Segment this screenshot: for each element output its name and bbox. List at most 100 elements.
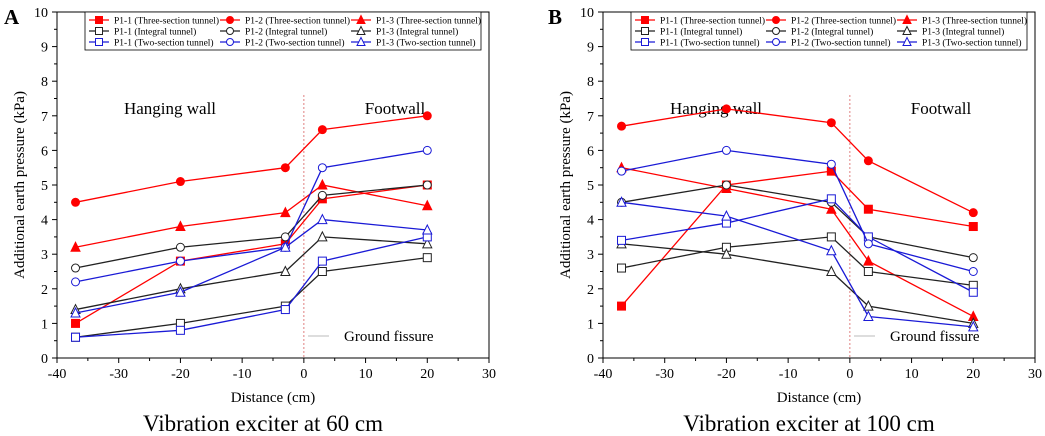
data-point xyxy=(968,267,978,276)
series-2 xyxy=(616,161,979,321)
x-tick-label: 30 xyxy=(482,367,496,382)
data-point xyxy=(175,325,185,335)
legend: P1-1 (Three-section tunnel) P1-2 (Three-s… xyxy=(84,11,482,51)
series-line xyxy=(621,184,974,259)
data-point xyxy=(617,166,627,176)
data-point xyxy=(968,287,978,297)
legend-item: P1-2 (Two-section tunnel) xyxy=(766,38,891,49)
x-tick-label: -30 xyxy=(109,367,128,382)
data-point xyxy=(71,277,81,287)
legend-item: P1-2 (Two-section tunnel) xyxy=(220,38,345,49)
panel-label: B xyxy=(548,5,562,29)
series-line xyxy=(621,167,974,318)
y-axis-label: Additional earth pressure (kPa) xyxy=(12,91,28,279)
legend-item: P1-2 (Three-section tunnel) xyxy=(766,16,896,27)
legend-label: P1-2 (Integral tunnel) xyxy=(245,27,327,38)
data-point xyxy=(721,248,732,259)
legend-item: P1-3 (Two-section tunnel) xyxy=(897,36,1022,49)
legend-item: P1-2 (Integral tunnel) xyxy=(220,27,327,38)
legend-item: P1-1 (Three-section tunnel) xyxy=(635,16,765,27)
legend-label: P1-3 (Integral tunnel) xyxy=(922,27,1004,38)
series-5 xyxy=(616,237,979,328)
legend-box xyxy=(84,11,482,51)
legend-label: P1-2 (Three-section tunnel) xyxy=(791,16,896,27)
data-point xyxy=(71,318,81,328)
data-point xyxy=(422,253,432,263)
data-point xyxy=(175,177,185,187)
data-point xyxy=(280,206,291,218)
series-8 xyxy=(616,196,979,332)
plot-frame xyxy=(602,11,1036,359)
data-point xyxy=(826,203,837,214)
legend-item: P1-3 (Integral tunnel) xyxy=(897,25,1004,38)
data-point xyxy=(317,163,327,173)
series-0 xyxy=(71,180,432,328)
y-tick-label: 2 xyxy=(41,283,48,298)
data-point xyxy=(71,197,81,207)
legend-swatch-marker xyxy=(641,16,649,24)
legend-item: P1-3 (Integral tunnel) xyxy=(351,25,458,38)
data-point xyxy=(280,241,291,252)
legend-label: P1-3 (Three-section tunnel) xyxy=(376,16,481,27)
data-point xyxy=(280,265,291,276)
series-line xyxy=(75,236,428,311)
legend-swatch-marker xyxy=(95,38,103,46)
data-point xyxy=(317,267,327,276)
footwall-label: Footwall xyxy=(911,99,972,118)
data-point xyxy=(280,232,290,242)
x-axis-label: Distance (cm) xyxy=(777,390,862,406)
series-line xyxy=(621,170,974,307)
data-point xyxy=(826,232,836,242)
data-point xyxy=(70,241,81,252)
data-point xyxy=(422,111,432,121)
x-tick-label: -20 xyxy=(171,367,190,382)
data-point xyxy=(175,256,185,266)
y-tick-label: 6 xyxy=(41,144,48,159)
data-point xyxy=(421,223,433,235)
y-tick-label: 8 xyxy=(41,75,48,90)
data-point xyxy=(826,265,837,276)
data-point xyxy=(175,242,185,252)
series-line xyxy=(621,149,974,273)
data-point xyxy=(967,320,979,332)
data-point xyxy=(968,253,978,263)
series-8 xyxy=(70,213,433,318)
y-tick-label: 1 xyxy=(41,317,48,332)
panel-A: A -40 -30 -20 -10 0 10 20 30 0 1 2 3 4 5 6 7 8 9 10 Distance… xyxy=(4,5,496,436)
hanging-wall-label: Hanging wall xyxy=(124,99,216,118)
data-point xyxy=(317,256,327,266)
y-tick-label: 2 xyxy=(587,283,594,298)
data-point xyxy=(721,104,731,114)
data-point xyxy=(863,255,874,266)
x-tick-label: 20 xyxy=(420,367,434,382)
legend-item: P1-3 (Three-section tunnel) xyxy=(897,14,1027,27)
data-point xyxy=(317,125,327,135)
x-tick-label: -10 xyxy=(233,367,252,382)
fissure-legend-label: Ground fissure xyxy=(344,329,434,345)
series-3 xyxy=(617,232,978,290)
figure-caption: Vibration exciter at 60 cm xyxy=(143,411,383,436)
data-point xyxy=(968,222,978,232)
series-6 xyxy=(71,232,432,342)
legend-swatch-marker xyxy=(902,14,912,24)
x-tick-label: 20 xyxy=(966,367,980,382)
legend: P1-1 (Three-section tunnel) P1-2 (Three-s… xyxy=(630,11,1028,51)
data-point xyxy=(317,213,328,225)
legend-swatch-marker xyxy=(641,38,649,46)
panel-label: A xyxy=(4,5,20,29)
legend-label: P1-1 (Integral tunnel) xyxy=(660,27,742,38)
series-1 xyxy=(71,111,432,207)
figure-caption: Vibration exciter at 100 cm xyxy=(683,411,935,436)
y-tick-label: 3 xyxy=(587,248,594,263)
y-tick-label: 9 xyxy=(41,41,48,56)
x-tick-label: -20 xyxy=(717,367,736,382)
data-point xyxy=(175,286,186,297)
data-point xyxy=(721,210,732,221)
y-tick-label: 7 xyxy=(41,110,48,125)
series-line xyxy=(621,236,974,286)
series-line xyxy=(621,243,974,325)
data-point xyxy=(317,190,327,200)
series-line xyxy=(75,257,428,338)
data-point xyxy=(826,118,836,128)
